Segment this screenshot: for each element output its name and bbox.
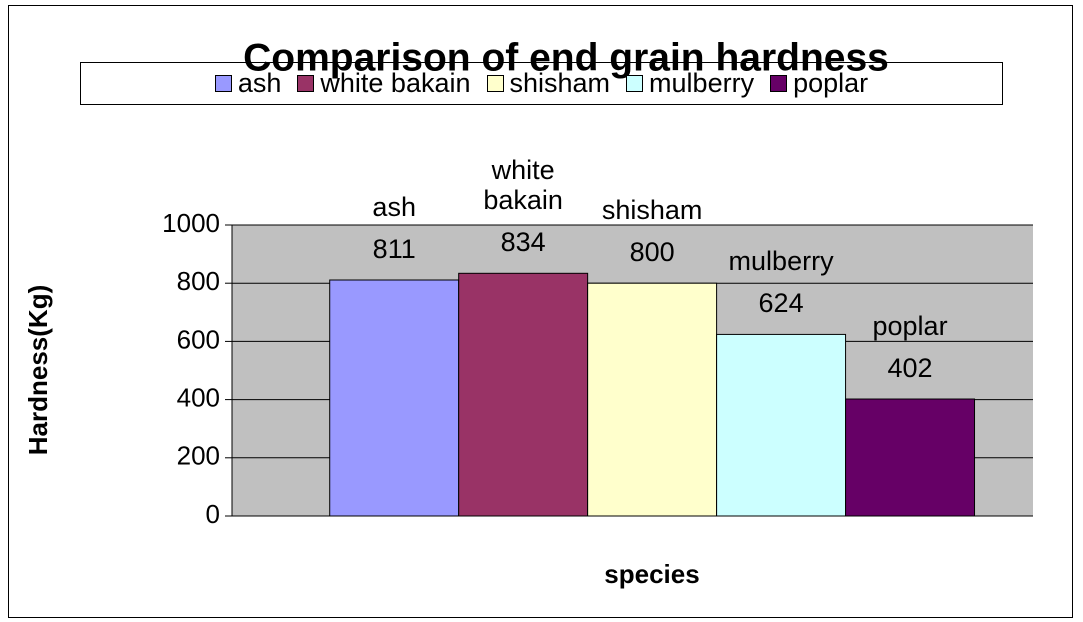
bar: [329, 279, 460, 517]
y-axis-label: Hardness(Kg): [23, 285, 53, 455]
data-label-name: shisham: [601, 195, 703, 226]
bar: [587, 282, 718, 517]
legend-item: shisham: [486, 68, 611, 99]
bar: [716, 333, 847, 517]
y-tick-label: 200: [177, 441, 220, 471]
legend-swatch: [486, 75, 504, 92]
legend-item: white bakain: [297, 68, 471, 99]
chart-title: Comparison of end grain hardness: [243, 36, 889, 79]
y-tick-label: 400: [177, 382, 220, 412]
chart-frame: [8, 5, 1073, 618]
legend-label: white bakain: [320, 68, 471, 98]
y-tick-label: 800: [177, 266, 220, 296]
legend-label: mulberry: [649, 68, 755, 98]
legend-swatch: [626, 75, 644, 92]
data-label-value: 834: [500, 227, 546, 258]
data-label-name: ash: [372, 192, 416, 222]
data-label-value: 811: [372, 234, 416, 264]
legend-swatch: [770, 75, 788, 92]
data-label-value: 402: [887, 353, 933, 384]
data-label-name: mulberry: [728, 246, 834, 277]
x-axis-label: species: [604, 559, 699, 589]
legend: ash white bakain shisham mulberry poplar: [80, 62, 1003, 105]
bar: [845, 398, 976, 517]
legend-label: poplar: [793, 68, 869, 98]
legend-swatch: [214, 75, 232, 92]
legend-label: ash: [237, 68, 282, 98]
bar: [458, 272, 589, 517]
data-label-name: poplar: [872, 311, 948, 342]
y-tick-label: 1000: [162, 208, 220, 238]
y-tick-label: 600: [177, 324, 220, 354]
legend-item: ash: [214, 68, 282, 99]
legend-label: shisham: [509, 68, 611, 98]
data-label-name: white bakain: [483, 155, 563, 216]
y-tick-label: 0: [206, 499, 220, 529]
legend-swatch: [297, 75, 315, 92]
data-label-value: 800: [629, 237, 675, 268]
legend-item: mulberry: [626, 68, 754, 99]
data-label-value: 624: [758, 288, 804, 319]
legend-item: poplar: [770, 68, 868, 99]
